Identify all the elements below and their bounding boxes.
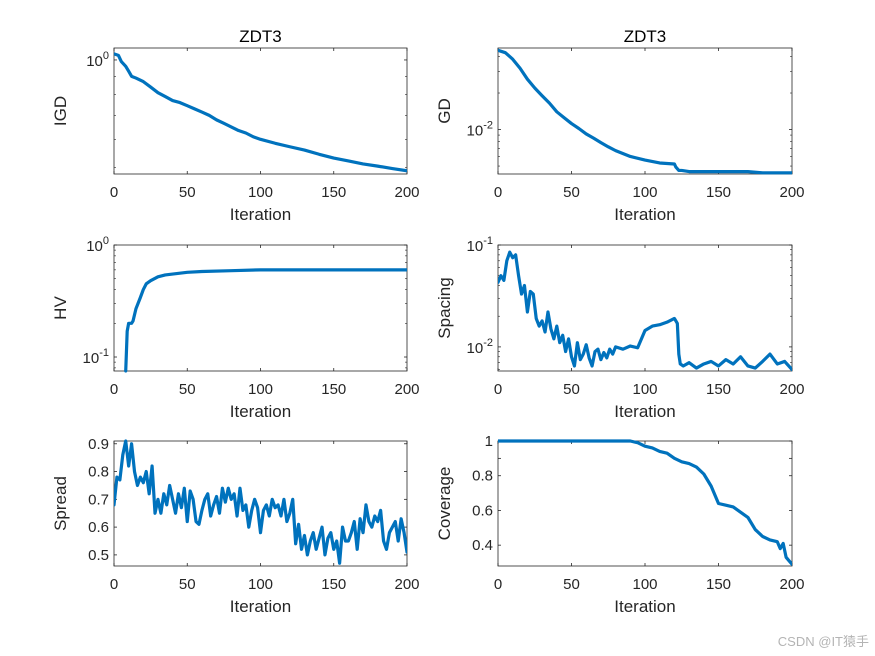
x-tick-label: 100 [632, 381, 657, 398]
y-axis-label: IGD [51, 96, 70, 126]
x-tick-label: 150 [706, 576, 731, 593]
axes-box [497, 47, 793, 175]
series-line-hv [124, 268, 407, 373]
series-line-gd [498, 48, 792, 175]
panel-gd: 0 50 100 150 200 10-2 Iteration GD ZDT3 [435, 27, 805, 224]
y-axis-label: Spacing [435, 277, 454, 338]
panel-igd: 0 50 100 150 200 100 Iteration IGD ZDT3 [51, 27, 420, 224]
y-axis-label: Spread [51, 476, 70, 531]
y-tick-label: 0.9 [88, 436, 109, 453]
x-tick-label: 50 [563, 576, 580, 593]
series-line-spacing [498, 250, 792, 372]
y-tick-label: 0.5 [88, 547, 109, 564]
x-tick-label: 0 [110, 184, 118, 201]
y-tick-label: 0.7 [88, 491, 109, 508]
x-tick-label: 50 [179, 381, 196, 398]
x-tick-label: 200 [394, 184, 419, 201]
x-tick-label: 150 [706, 184, 731, 201]
axes-box [497, 244, 793, 372]
x-tick-label: 0 [494, 184, 502, 201]
x-axis-label: Iteration [614, 402, 675, 421]
panel-hv: 0 50 100 150 200 10-1 100 Iteration HV [51, 235, 420, 421]
x-tick-label: 200 [394, 381, 419, 398]
x-tick-label: 200 [779, 184, 804, 201]
y-tick-label: 0.8 [472, 468, 493, 485]
y-tick-label: 1 [485, 433, 493, 450]
x-tick-label: 200 [779, 381, 804, 398]
x-tick-label: 100 [632, 576, 657, 593]
y-tick-label: 10-2 [467, 337, 493, 357]
chart-title: ZDT3 [239, 27, 282, 46]
x-tick-label: 100 [248, 576, 273, 593]
x-axis-label: Iteration [230, 402, 291, 421]
panel-spacing: 0 50 100 150 200 10-2 10-1 Iteration Spacing [435, 235, 805, 421]
series-line-coverage [498, 439, 792, 566]
x-tick-label: 100 [632, 184, 657, 201]
watermark: CSDN @IT猿手 [777, 634, 869, 649]
series-line-spread [114, 439, 407, 565]
x-axis-label: Iteration [614, 205, 675, 224]
x-tick-label: 100 [248, 381, 273, 398]
x-axis-label: Iteration [230, 205, 291, 224]
x-tick-label: 200 [394, 576, 419, 593]
x-tick-label: 50 [179, 184, 196, 201]
x-tick-label: 150 [321, 381, 346, 398]
panel-coverage: 0 50 100 150 200 0.4 0.6 0.8 1 Iteration Coverage [435, 433, 805, 616]
y-tick-label: 0.4 [472, 537, 493, 554]
y-tick-label: 0.8 [88, 464, 109, 481]
x-tick-label: 50 [563, 381, 580, 398]
y-tick-label: 10-2 [467, 120, 493, 140]
y-tick-label: 10-1 [467, 235, 493, 255]
x-tick-label: 0 [494, 576, 502, 593]
y-axis-label: Coverage [435, 467, 454, 541]
x-tick-label: 100 [248, 184, 273, 201]
x-tick-label: 150 [321, 184, 346, 201]
chart-title: ZDT3 [624, 27, 667, 46]
axes-box [113, 47, 408, 175]
y-axis-label: HV [51, 296, 70, 320]
axes-box [113, 244, 408, 372]
x-tick-label: 0 [110, 576, 118, 593]
x-tick-label: 0 [110, 381, 118, 398]
x-tick-label: 50 [563, 184, 580, 201]
y-tick-label: 100 [86, 50, 109, 70]
x-tick-label: 0 [494, 381, 502, 398]
x-axis-label: Iteration [230, 597, 291, 616]
panel-spread: 0 50 100 150 200 0.5 0.6 0.7 0.8 0.9 Iteration Spre… [51, 436, 420, 616]
series-line-igd [114, 52, 407, 173]
x-tick-label: 150 [321, 576, 346, 593]
y-tick-label: 100 [86, 235, 109, 255]
axes-box [497, 440, 793, 567]
y-tick-label: 0.6 [88, 519, 109, 536]
y-axis-label: GD [435, 98, 454, 124]
x-tick-label: 150 [706, 381, 731, 398]
x-tick-label: 200 [779, 576, 804, 593]
x-axis-label: Iteration [614, 597, 675, 616]
x-tick-label: 50 [179, 576, 196, 593]
y-tick-label: 0.6 [472, 502, 493, 519]
y-tick-label: 10-1 [83, 347, 109, 367]
